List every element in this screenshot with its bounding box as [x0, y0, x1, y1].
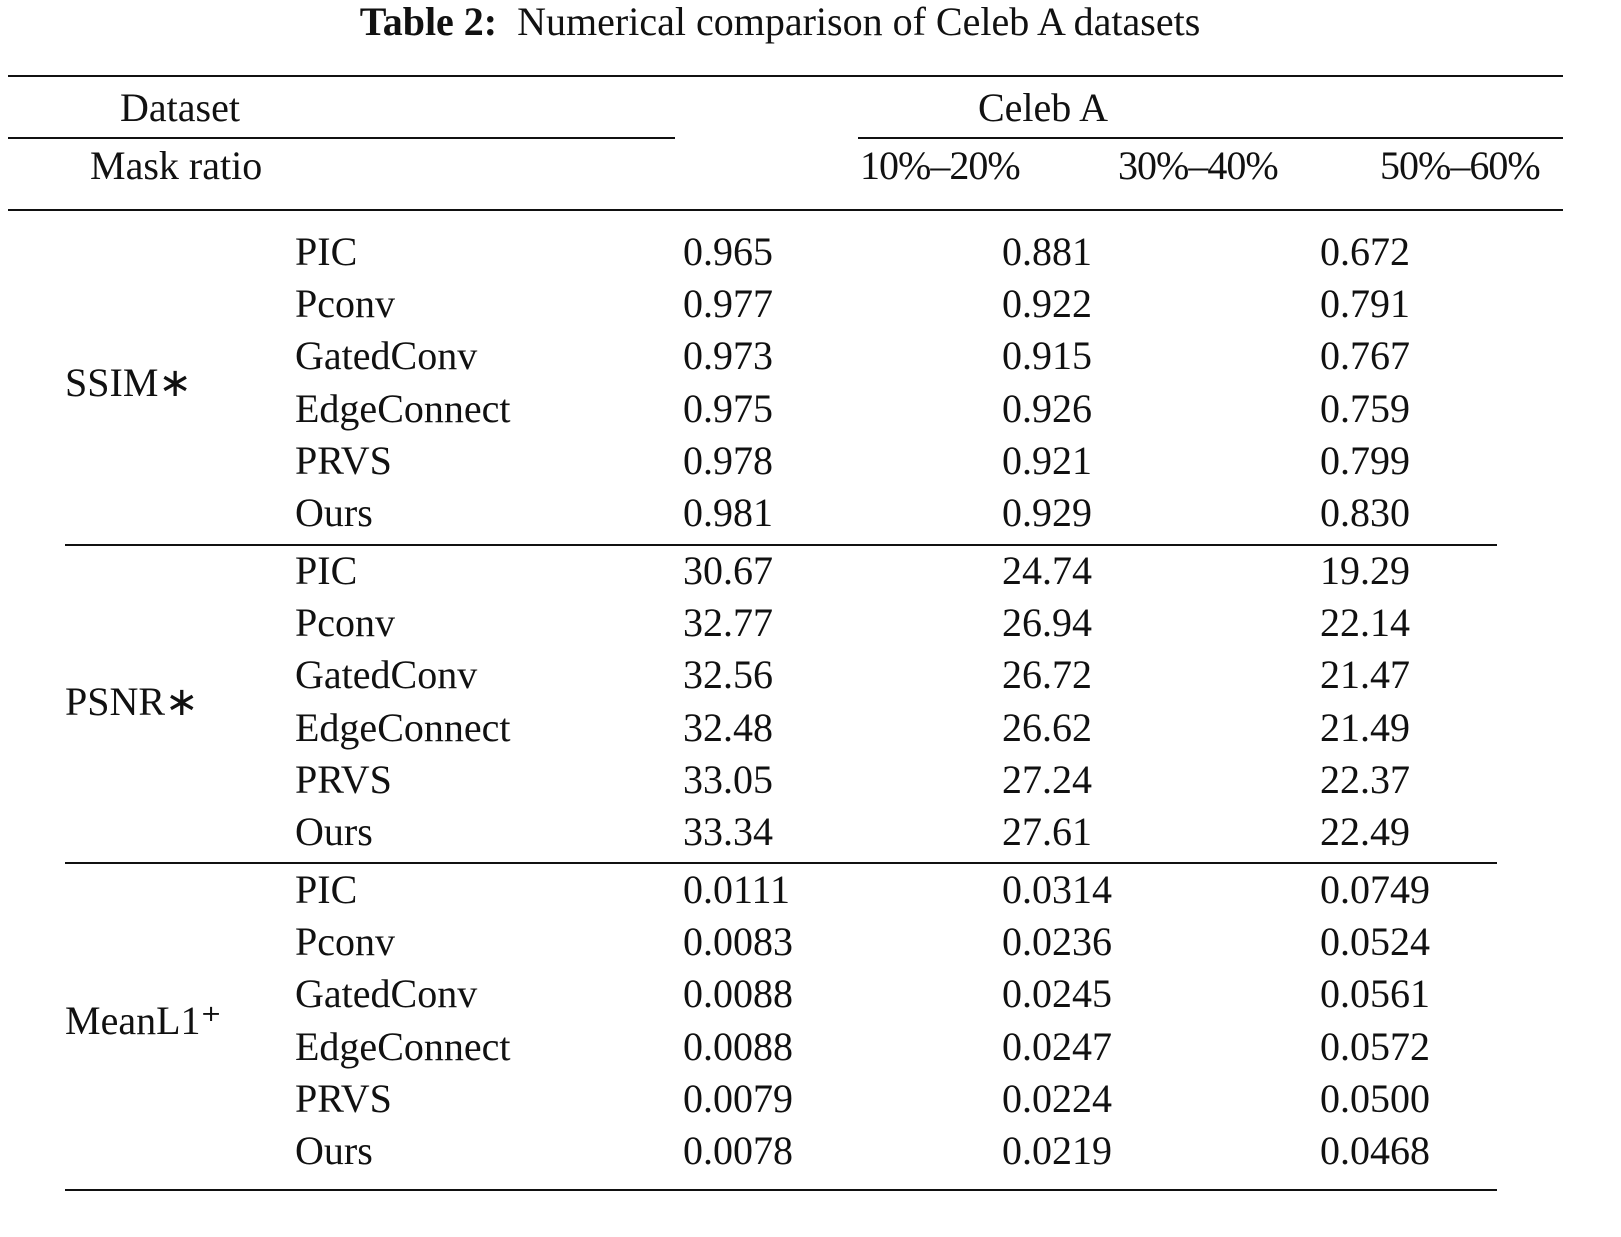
cell-value: 22.14 — [1320, 600, 1410, 646]
cell-value: 0.0314 — [1002, 867, 1112, 912]
cell-value: 0.0083 — [683, 919, 793, 965]
cell-value: 32.48 — [683, 704, 773, 750]
metric-label: MeanL1⁺ — [65, 997, 222, 1043]
cell-value: 0.977 — [683, 281, 773, 327]
cell-value: 0.0236 — [1002, 919, 1112, 965]
method-name: Ours — [295, 1128, 373, 1173]
cell-value: 0.0561 — [1320, 971, 1430, 1017]
cell-value: 0.672 — [1320, 229, 1410, 274]
cell-value: 21.47 — [1320, 652, 1410, 698]
cell-value: 26.72 — [1002, 652, 1092, 698]
cell-value: 0.0111 — [683, 867, 791, 912]
method-name: PRVS — [295, 1075, 392, 1121]
cell-value: 32.56 — [683, 652, 773, 698]
cell-value: 0.0524 — [1320, 919, 1430, 965]
method-name: GatedConv — [295, 333, 478, 379]
cell-value: 0.978 — [683, 437, 773, 483]
table-caption: Table 2: Numerical comparison of Celeb A… — [0, 0, 1560, 46]
cell-value: 0.0468 — [1320, 1128, 1430, 1173]
method-name: PIC — [295, 548, 358, 593]
cell-value: 0.921 — [1002, 437, 1092, 483]
cell-value: 0.0224 — [1002, 1075, 1112, 1121]
rule — [8, 137, 675, 139]
method-name: Pconv — [295, 600, 395, 646]
method-name: PRVS — [295, 437, 392, 483]
cell-value: 0.0219 — [1002, 1128, 1112, 1173]
dataset-name: Celeb A — [978, 85, 1108, 130]
cell-value: 27.24 — [1002, 756, 1092, 802]
cell-value: 22.37 — [1320, 756, 1410, 802]
cell-value: 0.926 — [1002, 385, 1092, 431]
method-name: PIC — [295, 229, 358, 274]
cell-value: 19.29 — [1320, 548, 1410, 593]
cell-value: 0.799 — [1320, 437, 1410, 483]
cell-value: 0.0088 — [683, 1023, 793, 1069]
cell-value: 0.965 — [683, 229, 773, 274]
cell-value: 0.0247 — [1002, 1023, 1112, 1069]
cell-value: 21.49 — [1320, 704, 1410, 750]
cell-value: 0.973 — [683, 333, 773, 379]
column-header: 10%–20% — [860, 143, 1021, 188]
cell-value: 0.0245 — [1002, 971, 1112, 1017]
cell-value: 0.0078 — [683, 1128, 793, 1173]
cell-value: 0.759 — [1320, 385, 1410, 431]
metric-label: PSNR∗ — [65, 678, 199, 724]
rule — [858, 137, 1563, 139]
dataset-header: Dataset — [120, 85, 240, 130]
cell-value: 27.61 — [1002, 809, 1092, 854]
top-rule — [8, 75, 1563, 77]
rule — [65, 544, 1497, 546]
cell-value: 26.62 — [1002, 704, 1092, 750]
cell-value: 26.94 — [1002, 600, 1092, 646]
method-name: Ours — [295, 490, 373, 535]
cell-value: 0.830 — [1320, 490, 1410, 535]
method-name: PIC — [295, 867, 358, 912]
rule — [8, 209, 1563, 211]
method-name: PRVS — [295, 756, 392, 802]
caption-text: Numerical comparison of Celeb A datasets — [517, 0, 1201, 44]
cell-value: 22.49 — [1320, 809, 1410, 854]
cell-value: 0.975 — [683, 385, 773, 431]
method-name: GatedConv — [295, 971, 478, 1017]
method-name: Pconv — [295, 919, 395, 965]
cell-value: 0.0572 — [1320, 1023, 1430, 1069]
cell-value: 24.74 — [1002, 548, 1092, 593]
cell-value: 0.915 — [1002, 333, 1092, 379]
cell-value: 0.0079 — [683, 1075, 793, 1121]
caption-label: Table 2: — [359, 0, 498, 44]
rule — [65, 1189, 1497, 1191]
metric-label: SSIM∗ — [65, 359, 192, 405]
cell-value: 0.981 — [683, 490, 773, 535]
cell-value: 0.0749 — [1320, 867, 1430, 912]
method-name: GatedConv — [295, 652, 478, 698]
cell-value: 0.922 — [1002, 281, 1092, 327]
cell-value: 0.0088 — [683, 971, 793, 1017]
method-name: Ours — [295, 809, 373, 854]
method-name: Pconv — [295, 281, 395, 327]
cell-value: 0.767 — [1320, 333, 1410, 379]
method-name: EdgeConnect — [295, 1023, 511, 1069]
column-header: 50%–60% — [1380, 143, 1541, 188]
method-name: EdgeConnect — [295, 385, 511, 431]
cell-value: 0.881 — [1002, 229, 1092, 274]
column-header: 30%–40% — [1118, 143, 1279, 188]
cell-value: 33.34 — [683, 809, 773, 854]
cell-value: 0.791 — [1320, 281, 1410, 327]
cell-value: 0.929 — [1002, 490, 1092, 535]
cell-value: 33.05 — [683, 756, 773, 802]
rule — [65, 862, 1497, 864]
cell-value: 32.77 — [683, 600, 773, 646]
mask-ratio-header: Mask ratio — [90, 143, 263, 188]
cell-value: 0.0500 — [1320, 1075, 1430, 1121]
cell-value: 30.67 — [683, 548, 773, 593]
method-name: EdgeConnect — [295, 704, 511, 750]
